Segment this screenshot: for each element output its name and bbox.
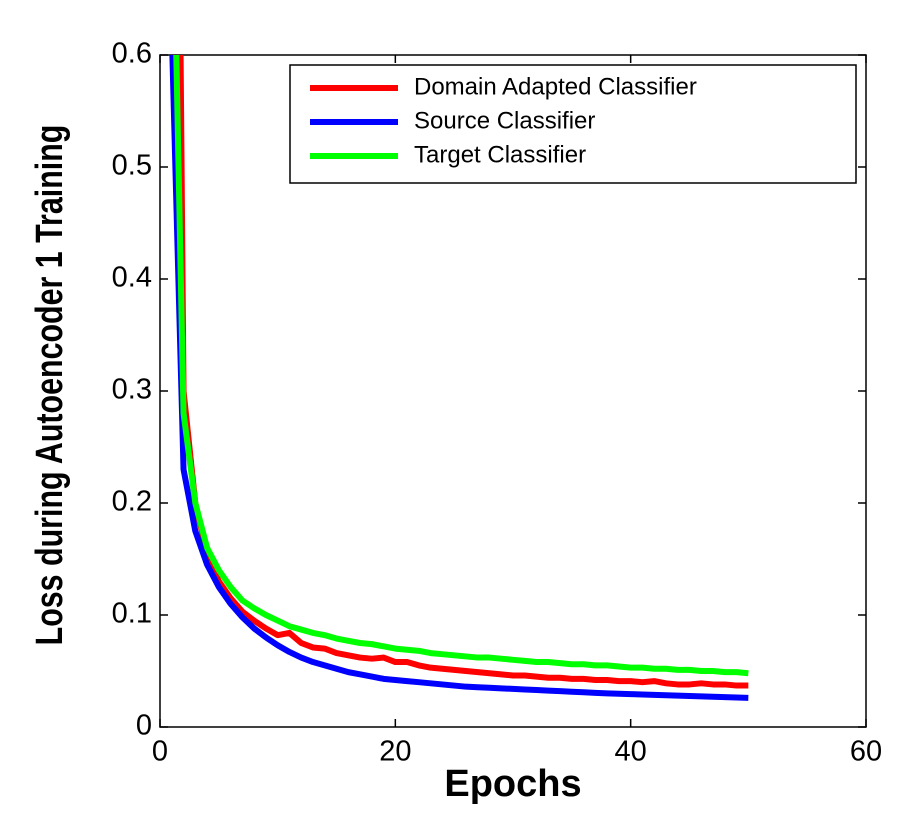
- series-line: [173, 55, 749, 677]
- y-tick-label: 0.5: [112, 150, 152, 182]
- series-line: [169, 55, 749, 701]
- y-tick-label: 0.1: [112, 598, 152, 630]
- legend-label: Target Classifier: [414, 141, 586, 168]
- y-axis-label: Loss during Autoencoder 1 Training: [29, 125, 71, 646]
- y-tick-label: 0.2: [112, 486, 152, 518]
- y-tick-label: 0.6: [112, 38, 152, 70]
- x-tick-label: 20: [379, 736, 411, 768]
- y-tick-label: 0: [136, 710, 152, 742]
- x-tick-label: 60: [850, 736, 882, 768]
- legend-label: Source Classifier: [414, 107, 595, 134]
- legend-label: Domain Adapted Classifier: [414, 73, 697, 100]
- x-tick-label: 0: [152, 736, 168, 768]
- series-line: [177, 55, 749, 689]
- y-tick-label: 0.3: [112, 374, 152, 406]
- x-axis-label: Epochs: [444, 763, 581, 805]
- x-tick-label: 40: [615, 736, 647, 768]
- y-tick-label: 0.4: [112, 262, 152, 294]
